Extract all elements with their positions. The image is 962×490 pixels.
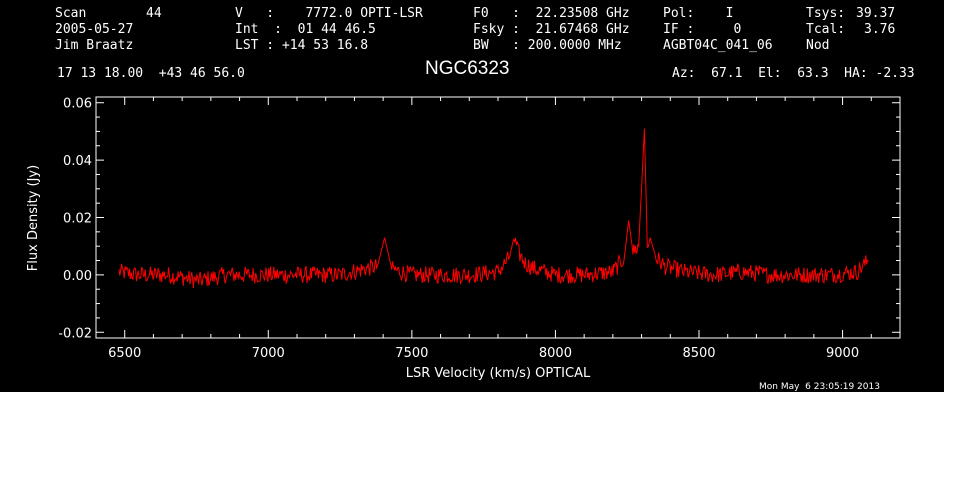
y-tick-label: 0.06 xyxy=(63,97,92,112)
project-id: AGBT04C_041_06 xyxy=(663,38,773,53)
y-tick-label: -0.02 xyxy=(58,326,92,341)
x-axis-label: LSR Velocity (km/s) OPTICAL xyxy=(406,366,591,381)
spectrum-trace xyxy=(118,128,869,288)
x-tick-label: 6500 xyxy=(108,346,141,361)
axis-ticks xyxy=(95,97,901,338)
lst-info: LST : +14 53 16.8 xyxy=(235,38,369,53)
y-tick-label: 0.02 xyxy=(63,212,92,227)
scan-label: Scan xyxy=(55,6,87,21)
x-tick-label: 8000 xyxy=(539,346,572,361)
tcal-value: 3.76 xyxy=(864,22,896,37)
tcal-label: Tcal: xyxy=(806,22,846,37)
y-tick-label: 0.00 xyxy=(63,269,92,284)
x-tick-label: 7000 xyxy=(252,346,285,361)
spectrum-chart: 6500 7000 7500 8000 8500 9000 -0.02 0.00 0.02 0.0… xyxy=(26,96,901,381)
bandwidth: BW : 200.0000 MHz xyxy=(473,38,622,53)
tsys-value: 39.37 xyxy=(856,6,896,21)
source-name: NGC6323 xyxy=(425,58,510,79)
sky-frequency: Fsky : 21.67468 GHz xyxy=(473,22,630,37)
obs-date: 2005-05-27 xyxy=(55,22,134,37)
scan-value: 44 xyxy=(146,6,162,21)
x-tick-label: 9000 xyxy=(826,346,859,361)
tick-labels: 6500 7000 7500 8000 8500 9000 -0.02 0.00 0.02 0.0… xyxy=(58,97,859,361)
plot-panel: Scan 44 2005-05-27 Jim Braatz V : 7772.0… xyxy=(0,0,944,392)
timestamp: Mon May 6 23:05:19 2013 xyxy=(759,382,880,392)
integration-info: Int : 01 44 46.5 xyxy=(235,22,376,37)
polarization: Pol: I xyxy=(663,6,734,21)
x-tick-label: 8500 xyxy=(682,346,715,361)
if-number: IF : 0 xyxy=(663,22,742,37)
observer-name: Jim Braatz xyxy=(55,38,134,53)
switching-mode: Nod xyxy=(806,38,830,53)
x-tick-label: 7500 xyxy=(395,346,428,361)
rest-frequency: F0 : 22.23508 GHz xyxy=(473,6,630,21)
plot-frame xyxy=(95,96,901,339)
source-coordinates: 17 13 18.00 +43 46 56.0 xyxy=(57,66,245,81)
y-tick-label: 0.04 xyxy=(63,154,92,169)
y-axis-label: Flux Density (Jy) xyxy=(26,165,41,271)
tsys-label: Tsys: xyxy=(806,6,846,21)
velocity-info: V : 7772.0 OPTI-LSR xyxy=(235,6,423,21)
az-el-ha: Az: 67.1 El: 63.3 HA: -2.33 xyxy=(672,66,915,81)
